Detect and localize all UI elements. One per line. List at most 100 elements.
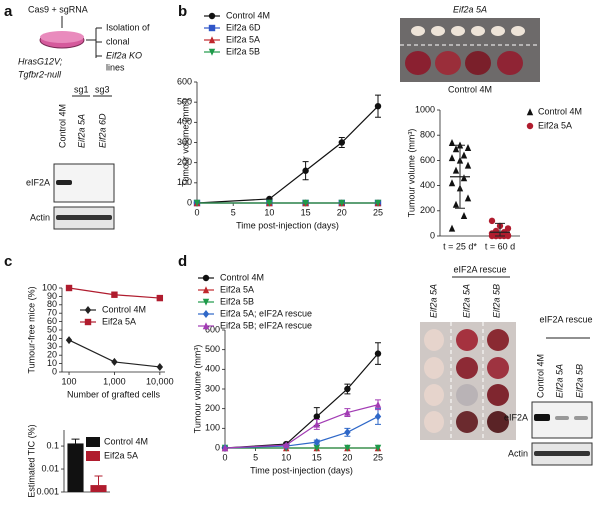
error-bar — [71, 438, 80, 444]
diagram-text: Tgfbr2-null — [18, 69, 62, 79]
y-axis-label: Tumour volume (mm³) — [406, 129, 416, 218]
y-tick-label: 1000 — [415, 104, 435, 114]
legend-marker — [208, 24, 216, 32]
point — [374, 412, 382, 421]
legend-marker — [526, 122, 534, 130]
y-tick-label: 0.01 — [41, 463, 59, 473]
x-axis-label: Time post-injection (days) — [250, 465, 353, 475]
tumours — [405, 26, 525, 75]
x-tick-label: 25 — [373, 452, 383, 462]
bar — [90, 485, 107, 492]
x-tick-label: 20 — [337, 207, 347, 217]
x-tick-label: 15 — [312, 452, 322, 462]
band-label: Actin — [508, 448, 528, 458]
tumours — [424, 329, 509, 433]
point — [448, 138, 456, 146]
point — [504, 232, 512, 240]
y-tick-label: 90 — [47, 291, 57, 301]
x-axis-label: Number of grafted cells — [67, 389, 161, 399]
point — [464, 194, 472, 202]
y-tick-label: 200 — [205, 403, 220, 413]
photo-label: Control 4M — [448, 84, 492, 94]
point — [302, 199, 309, 207]
legend-label: Eif2a 5A — [538, 120, 572, 130]
point — [460, 174, 468, 182]
point — [302, 167, 309, 174]
point — [344, 385, 351, 393]
panel-label: a — [4, 3, 13, 20]
x-tick-label: 10 — [281, 452, 291, 462]
x-tick-label: 10 — [264, 207, 274, 217]
lane-label: Eif2a 5A — [461, 284, 471, 318]
band — [534, 414, 550, 421]
point — [193, 199, 201, 207]
y-tick-label: 500 — [177, 97, 192, 107]
point — [344, 428, 351, 437]
x-tick-label: 25 — [373, 207, 383, 217]
point — [464, 144, 472, 151]
y-tick-label: 0 — [430, 230, 435, 240]
point — [374, 444, 382, 452]
band — [56, 215, 112, 220]
point — [338, 139, 345, 146]
x-tick-label: 10,000 — [146, 376, 174, 386]
legend-label: Eif2a 5A — [220, 284, 254, 294]
point — [313, 420, 320, 428]
legend-marker — [208, 12, 216, 20]
y-tick-label: 400 — [420, 180, 435, 190]
point — [374, 400, 382, 408]
point — [374, 350, 382, 357]
error-bar — [94, 475, 103, 486]
diagram-text: lines — [106, 62, 125, 72]
point — [156, 294, 164, 302]
y-tick-label: 0.001 — [36, 486, 59, 496]
lane-label: Eif2a 6D — [97, 113, 107, 148]
x-tick-label: 5 — [231, 207, 236, 217]
point — [460, 212, 468, 220]
legend-label: Control 4M — [102, 304, 146, 314]
band — [555, 416, 569, 420]
legend-marker — [84, 306, 92, 314]
series-line — [196, 105, 379, 204]
x-tick-label: 100 — [62, 376, 77, 386]
y-tick-label: 60 — [47, 316, 57, 326]
y-axis-label: Tumour volume (mm³) — [180, 98, 190, 187]
arrow — [86, 27, 102, 58]
point — [65, 284, 73, 292]
lane-label: Eif2a 5B — [574, 364, 584, 398]
y-tick-label: 300 — [205, 383, 220, 393]
legend-label: Control 4M — [538, 106, 582, 116]
lane-label: Eif2a 5A — [554, 364, 564, 398]
point — [452, 166, 460, 174]
y-tick-label: 30 — [47, 341, 57, 351]
legend-marker — [84, 318, 92, 326]
diagram-text: clonal — [106, 36, 130, 46]
diagram-text: Isolation of — [106, 22, 150, 32]
band — [574, 416, 588, 420]
legend-label: Eif2a 6D — [226, 22, 261, 32]
y-axis-label: Tumour-free mice (%) — [26, 286, 36, 373]
panel-label: c — [4, 253, 12, 270]
y-tick-label: 0 — [52, 366, 57, 376]
y-tick-label: 500 — [205, 344, 220, 354]
point — [504, 225, 512, 232]
group-label: eIF2A rescue — [539, 314, 592, 324]
point — [111, 291, 118, 298]
y-tick-label: 300 — [177, 137, 192, 147]
x-axis-label: Time post-injection (days) — [236, 220, 339, 230]
legend-label: Eif2a 5A — [104, 450, 138, 460]
point — [111, 357, 118, 366]
point — [283, 441, 290, 449]
y-tick-label: 200 — [177, 157, 192, 167]
legend-marker — [202, 310, 210, 318]
panel-label: d — [178, 253, 187, 270]
point — [460, 151, 468, 159]
point — [452, 200, 460, 208]
group-label: sg3 — [95, 84, 110, 94]
point — [313, 444, 320, 452]
point — [344, 444, 351, 452]
y-tick-label: 100 — [177, 177, 192, 187]
x-tick-label: 0 — [222, 452, 227, 462]
band-label: Actin — [30, 212, 50, 222]
